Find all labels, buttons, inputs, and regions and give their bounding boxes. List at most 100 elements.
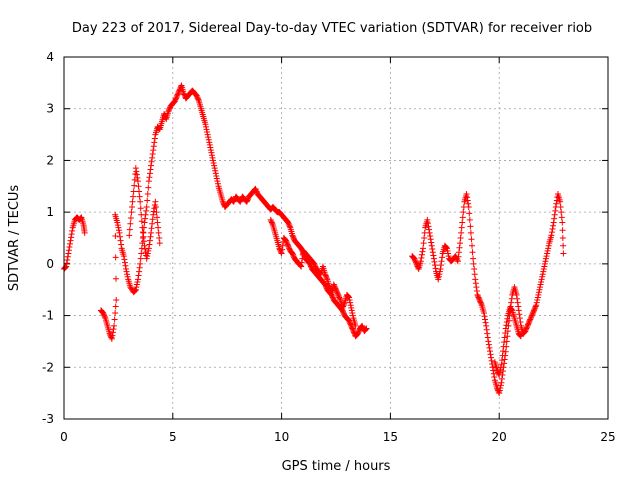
data-point [471, 271, 478, 278]
data-point [139, 229, 146, 236]
data-point [155, 224, 162, 231]
data-point [443, 244, 450, 251]
data-point [515, 307, 522, 314]
data-point [149, 220, 156, 227]
data-point [213, 175, 220, 182]
data-point [467, 229, 474, 236]
data-point [500, 343, 507, 350]
data-point [502, 348, 509, 355]
data-point [340, 302, 347, 309]
data-point [253, 188, 260, 195]
data-point [154, 219, 161, 226]
data-point [147, 233, 154, 240]
data-point [473, 284, 480, 291]
data-point [137, 260, 144, 267]
data-point [101, 312, 108, 319]
data-point [323, 275, 330, 282]
data-point [503, 322, 510, 329]
y-axis-title: SDTVAR / TECUs [7, 185, 22, 292]
data-point [560, 250, 567, 257]
data-point [145, 184, 152, 191]
data-point [517, 333, 524, 340]
data-point [322, 281, 329, 288]
data-point [454, 258, 461, 265]
data-point [289, 232, 296, 239]
data-point [140, 233, 147, 240]
data-point [552, 207, 559, 214]
data-point [66, 240, 73, 247]
data-point [436, 271, 443, 278]
data-point [469, 242, 475, 249]
data-point [551, 215, 558, 222]
data-point [445, 253, 452, 260]
data-point [480, 309, 487, 316]
data-point [470, 255, 477, 262]
data-point [413, 260, 420, 267]
data-point [289, 250, 296, 257]
data-point [153, 209, 160, 216]
data-point [203, 126, 210, 133]
data-point [111, 322, 118, 329]
data-point [504, 333, 511, 340]
data-point [172, 96, 179, 103]
data-point [205, 134, 212, 141]
data-point [143, 207, 150, 214]
data-point [488, 357, 495, 364]
data-point [117, 237, 124, 244]
data-point [326, 284, 333, 291]
data-point [419, 248, 426, 255]
data-point [486, 348, 493, 355]
data-point [283, 238, 290, 245]
data-point [458, 224, 465, 231]
x-tick-label: 5 [169, 430, 177, 444]
data-point [522, 326, 529, 333]
data-point [476, 297, 483, 304]
data-point [278, 250, 285, 257]
data-point [134, 278, 141, 285]
data-point [501, 339, 508, 346]
data-point [312, 263, 319, 270]
data-point [68, 234, 75, 241]
data-point [508, 306, 515, 313]
data-point [114, 219, 121, 226]
data-point [363, 325, 370, 332]
data-point [452, 253, 459, 260]
data-point [346, 297, 353, 304]
data-point [549, 225, 556, 232]
data-point [533, 299, 540, 306]
data-point [286, 223, 293, 230]
data-point [472, 280, 479, 287]
data-point [471, 266, 478, 273]
data-point [212, 170, 219, 177]
data-point [557, 198, 564, 205]
data-point [428, 239, 435, 246]
data-point [431, 258, 438, 265]
x-tick-label: 15 [383, 430, 398, 444]
data-point [522, 328, 529, 335]
data-point [175, 90, 182, 97]
data-point [134, 178, 141, 185]
data-point [66, 244, 73, 251]
data-point [133, 168, 140, 175]
data-point [335, 291, 342, 298]
data-point [116, 229, 123, 236]
data-point [537, 284, 543, 291]
data-point [112, 309, 119, 316]
data-point [132, 165, 139, 172]
data-point [253, 187, 260, 194]
data-point [427, 233, 434, 240]
data-point [421, 235, 428, 241]
data-point [148, 158, 155, 165]
data-point [508, 299, 515, 306]
data-point [138, 218, 145, 225]
data-point [553, 200, 560, 207]
data-point [128, 209, 135, 216]
data-point [531, 306, 538, 313]
data-point [137, 198, 144, 205]
data-point [498, 357, 505, 364]
data-point [145, 245, 152, 252]
data-point [464, 197, 471, 204]
x-tick-labels: 0 5 10 15 20 25 [60, 430, 615, 444]
data-point [544, 247, 551, 254]
data-point [465, 203, 472, 210]
